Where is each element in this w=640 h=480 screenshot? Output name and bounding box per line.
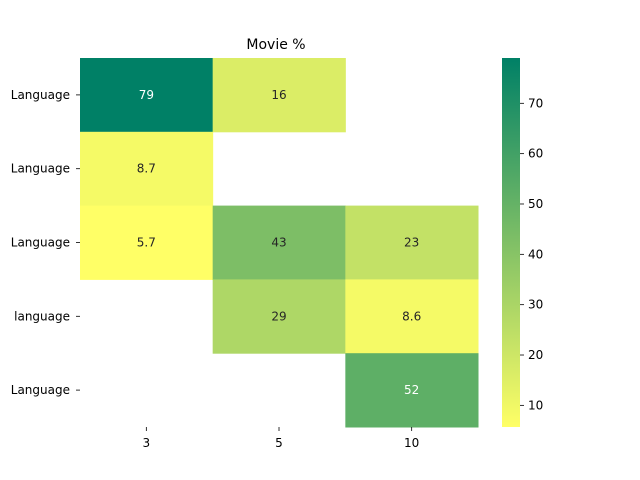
colorbar-gradient: [502, 58, 520, 427]
heatmap-cell: [345, 353, 479, 428]
cell-value-label: 8.7: [137, 162, 156, 176]
cell-value-label: 52: [404, 383, 419, 397]
cell-value-label: 8.6: [402, 309, 421, 323]
colorbar-tick-label: 70: [528, 96, 543, 110]
colorbar-tick-label: 40: [528, 247, 543, 261]
heatmap-cell: [212, 205, 346, 280]
colorbar-tick-label: 20: [528, 348, 543, 362]
cell-value-label: 43: [271, 236, 286, 250]
heatmap-cell: [212, 58, 346, 133]
heatmap-cell: [212, 279, 346, 354]
heatmap-cell: [345, 279, 479, 354]
x-tick-label: 3: [143, 436, 151, 450]
heatmap-cells: 79 16 8.7 5.7 43 23 29 8.6 52: [80, 58, 479, 428]
colorbar-tick-label: 60: [528, 147, 543, 161]
x-tick-label: 5: [275, 436, 283, 450]
colorbar-tick-label: 30: [528, 298, 543, 312]
heatmap-cell: [80, 58, 214, 133]
y-tick-label: Language: [11, 236, 70, 250]
heatmap-cell: [80, 131, 214, 207]
y-tick-label: language: [14, 309, 70, 323]
y-axis-ticks: Language Language Language language Language: [11, 88, 80, 397]
y-tick-label: Language: [11, 162, 70, 176]
x-tick-label: 10: [404, 436, 419, 450]
cell-value-label: 5.7: [137, 236, 156, 250]
colorbar-tick-label: 10: [528, 398, 543, 412]
chart-title: Movie %: [246, 37, 305, 53]
cell-value-label: 16: [271, 88, 286, 102]
cell-value-label: 23: [404, 236, 419, 250]
colorbar: 10 20 30 40 50 60 70: [502, 58, 543, 427]
y-tick-label: Language: [11, 383, 70, 397]
y-tick-label: Language: [11, 88, 70, 102]
heatmap-cell: [80, 205, 214, 280]
cell-value-label: 79: [139, 88, 154, 102]
x-axis-ticks: 3 5 10: [143, 427, 419, 450]
cell-value-label: 29: [271, 309, 286, 323]
colorbar-tick-label: 50: [528, 197, 543, 211]
heatmap-cell: [345, 205, 479, 280]
